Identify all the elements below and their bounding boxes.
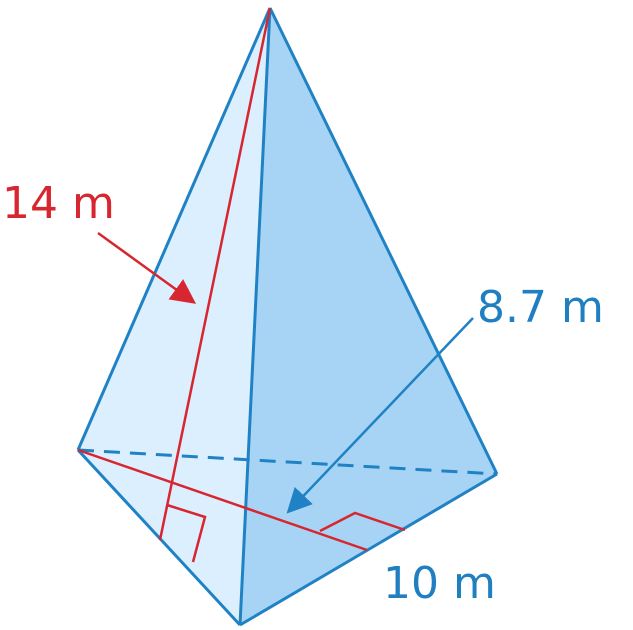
base-altitude-line (77, 448, 368, 552)
hidden-base-edge (77, 448, 498, 476)
measurement-lines (77, 7, 406, 563)
slant-right-angle-marker (166, 503, 207, 563)
base-right-angle-marker (319, 511, 406, 533)
right-face (240, 8, 497, 625)
left-face (78, 8, 270, 625)
pyramid-edges (76, 7, 499, 627)
slant-height-line (158, 7, 272, 541)
base-height-label: 8.7 m (477, 282, 604, 333)
base-side-label: 10 m (383, 558, 496, 609)
slant-height-arrow (97, 231, 197, 304)
base-height-arrow (286, 317, 474, 514)
slant-height-label: 14 m (2, 178, 115, 229)
